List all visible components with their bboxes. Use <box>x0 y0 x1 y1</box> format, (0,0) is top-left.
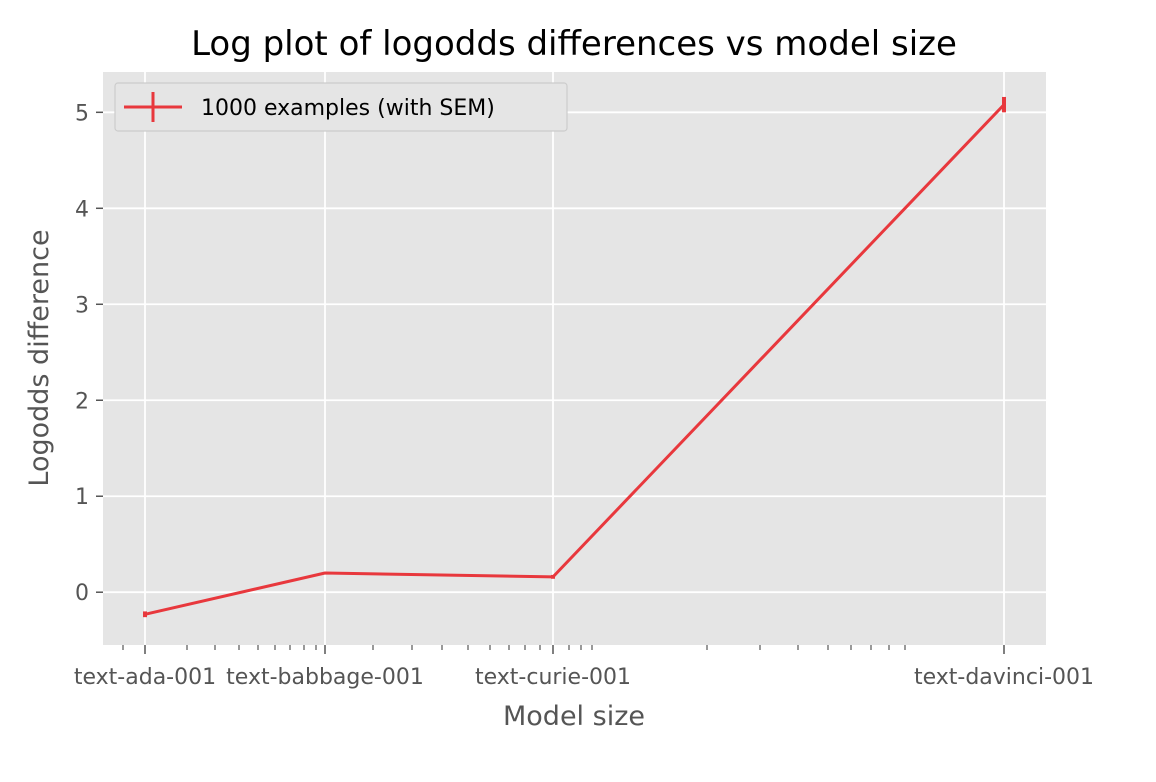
legend: 1000 examples (with SEM) <box>114 82 568 132</box>
chart-title: Log plot of logodds differences vs model… <box>191 24 957 64</box>
x-tick-label: text-babbage-001 <box>226 665 424 690</box>
legend-box <box>114 82 568 132</box>
y-tick-label: 5 <box>75 101 89 126</box>
series-line <box>144 103 1006 616</box>
series-layer <box>143 96 1006 618</box>
y-tick-label: 1 <box>75 485 89 510</box>
plot-area <box>103 72 1046 645</box>
y-axis-ticks: 0 1 2 3 4 5 <box>75 101 103 606</box>
y-axis-label: Logodds difference <box>24 229 55 486</box>
x-axis-ticks: text-ada-001 text-babbage-001 text-curie-0… <box>74 645 1094 690</box>
x-tick-label: text-curie-001 <box>475 665 631 690</box>
y-tick-label: 4 <box>75 197 89 222</box>
y-tick-label: 0 <box>75 581 89 606</box>
legend-label: 1000 examples (with SEM) <box>201 96 495 121</box>
y-tick-label: 2 <box>75 389 89 414</box>
x-axis-label: Model size <box>503 701 645 732</box>
x-tick-label: text-ada-001 <box>74 665 216 690</box>
x-tick-label: text-davinci-001 <box>914 665 1094 690</box>
y-tick-label: 3 <box>75 293 89 318</box>
